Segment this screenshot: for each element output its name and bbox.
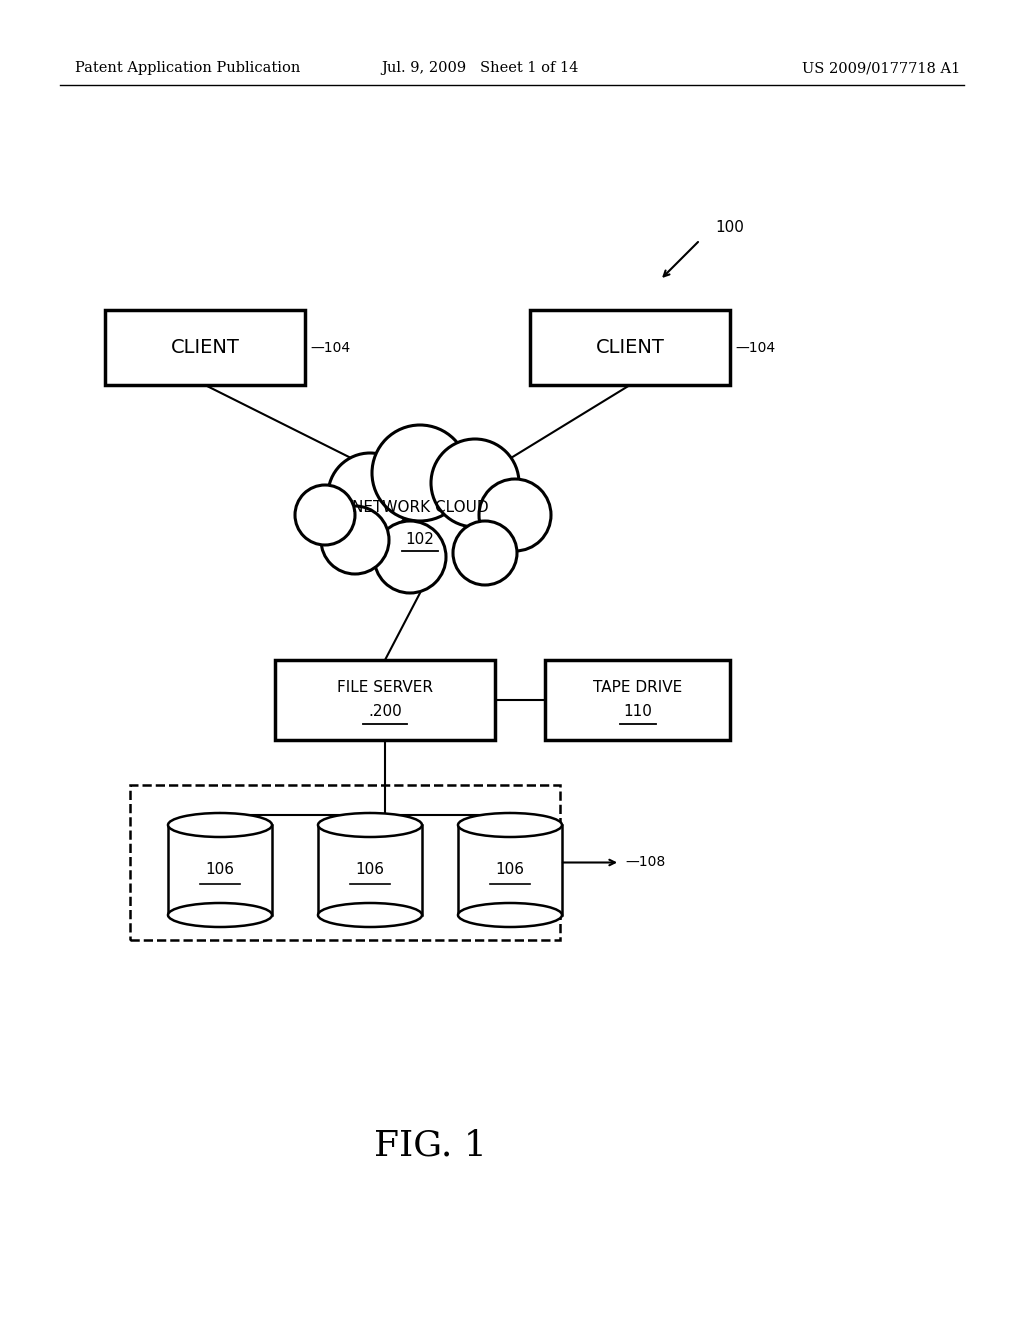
Bar xyxy=(105,310,305,385)
Text: FIG. 1: FIG. 1 xyxy=(374,1129,486,1162)
Circle shape xyxy=(453,521,517,585)
Circle shape xyxy=(328,453,412,537)
Text: .200: .200 xyxy=(368,705,401,719)
Text: US 2009/0177718 A1: US 2009/0177718 A1 xyxy=(802,61,961,75)
Text: FILE SERVER: FILE SERVER xyxy=(337,681,433,696)
Ellipse shape xyxy=(168,903,272,927)
Text: —108: —108 xyxy=(625,855,666,870)
Circle shape xyxy=(479,479,551,550)
Text: TAPE DRIVE: TAPE DRIVE xyxy=(593,681,682,696)
Text: 102: 102 xyxy=(406,532,434,546)
Circle shape xyxy=(374,521,446,593)
Ellipse shape xyxy=(318,903,422,927)
Text: Patent Application Publication: Patent Application Publication xyxy=(75,61,300,75)
Text: Jul. 9, 2009   Sheet 1 of 14: Jul. 9, 2009 Sheet 1 of 14 xyxy=(381,61,579,75)
Bar xyxy=(168,825,272,915)
Bar xyxy=(275,660,495,741)
Bar xyxy=(458,825,562,915)
Text: —104: —104 xyxy=(735,341,775,355)
Text: 106: 106 xyxy=(355,862,384,878)
Circle shape xyxy=(321,506,389,574)
Bar xyxy=(130,785,560,940)
Ellipse shape xyxy=(318,813,422,837)
Bar xyxy=(545,660,730,741)
Text: 106: 106 xyxy=(206,862,234,878)
Circle shape xyxy=(295,484,355,545)
Text: 106: 106 xyxy=(496,862,524,878)
Text: NETWORK CLOUD: NETWORK CLOUD xyxy=(351,499,488,515)
Text: CLIENT: CLIENT xyxy=(596,338,665,356)
Text: —104: —104 xyxy=(310,341,350,355)
Text: 110: 110 xyxy=(623,705,652,719)
Ellipse shape xyxy=(458,813,562,837)
Ellipse shape xyxy=(458,903,562,927)
Circle shape xyxy=(372,425,468,521)
Circle shape xyxy=(431,440,519,527)
Bar xyxy=(318,825,422,915)
Ellipse shape xyxy=(168,813,272,837)
Bar xyxy=(530,310,730,385)
Text: CLIENT: CLIENT xyxy=(171,338,240,356)
Text: 100: 100 xyxy=(715,220,743,235)
